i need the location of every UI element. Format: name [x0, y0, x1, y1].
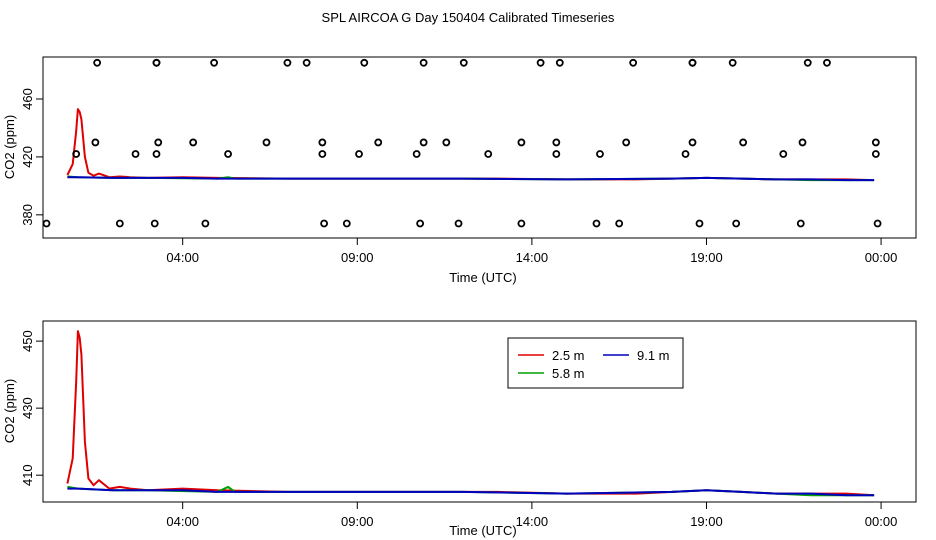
scatter-point	[552, 138, 561, 147]
top-x-axis-label: Time (UTC)	[449, 270, 516, 285]
scatter-point	[150, 219, 159, 228]
scatter-point	[552, 150, 561, 158]
scatter-point	[555, 58, 564, 67]
scatter-point	[42, 219, 51, 228]
legend: 2.5 m 9.1 m 5.8 m	[507, 337, 684, 389]
scatter-point	[355, 150, 363, 158]
x-tick-label: 19:00	[690, 250, 723, 265]
scatter-point	[262, 138, 271, 147]
top-y-axis-label: CO2 (ppm)	[2, 115, 17, 179]
scatter-point	[484, 150, 493, 158]
scatter-point	[779, 150, 788, 158]
scatter-point	[459, 58, 468, 67]
scatter-point	[739, 138, 748, 147]
series-line-2-5-m	[66, 330, 875, 497]
scatter-point	[728, 58, 737, 67]
scatter-point	[302, 58, 311, 67]
x-tick-label: 00:00	[865, 250, 898, 265]
y-tick-label: 460	[20, 88, 35, 110]
bottom-panel: 04:00 09:00 14:00 19:00 00:00 410 430 450 Time…	[2, 320, 917, 538]
scatter-point	[622, 138, 631, 147]
scatter-point	[688, 58, 697, 67]
scatter-point	[342, 219, 351, 228]
x-tick-label: 14:00	[516, 250, 549, 265]
series-line-9-1-m	[67, 487, 875, 497]
scatter-point	[152, 58, 161, 67]
scatter-point	[201, 219, 210, 228]
scatter-point	[873, 219, 882, 228]
series-line-9-1-m	[67, 176, 875, 182]
scatter-point	[91, 138, 100, 147]
scatter-point	[320, 219, 329, 228]
scatter-point	[412, 150, 421, 158]
top-plot-frame	[42, 56, 917, 239]
scatter-point	[360, 58, 369, 67]
bottom-y-axis-label: CO2 (ppm)	[2, 379, 17, 443]
scatter-point	[803, 58, 812, 67]
scatter-point	[115, 219, 124, 228]
scatter-point	[536, 58, 545, 67]
scatter-point	[210, 58, 219, 67]
y-tick-label: 410	[20, 464, 35, 486]
scatter-point	[629, 58, 638, 67]
y-tick-label: 430	[20, 397, 35, 419]
bottom-x-axis-label: Time (UTC)	[449, 523, 516, 538]
scatter-point	[283, 58, 292, 67]
scatter-point	[454, 219, 463, 228]
scatter-point	[152, 150, 161, 158]
scatter-point	[419, 138, 428, 147]
bottom-plot-frame	[42, 320, 917, 503]
x-tick-label: 00:00	[865, 514, 898, 529]
legend-label: 5.8 m	[552, 366, 585, 381]
x-tick-label: 04:00	[166, 514, 199, 529]
scatter-point	[419, 58, 428, 67]
scatter-point	[732, 219, 741, 228]
y-tick-label: 450	[20, 330, 35, 352]
scatter-point	[871, 138, 880, 147]
x-tick-label: 09:00	[341, 250, 374, 265]
scatter-point	[374, 138, 383, 147]
y-tick-label: 380	[20, 204, 35, 226]
figure-title: SPL AIRCOA G Day 150404 Calibrated Times…	[322, 10, 615, 25]
scatter-point	[517, 219, 526, 228]
x-tick-label: 09:00	[341, 514, 374, 529]
scatter-point	[592, 219, 601, 228]
scatter-point	[318, 138, 327, 147]
scatter-point	[93, 58, 102, 67]
x-tick-label: 04:00	[166, 250, 199, 265]
x-tick-label: 14:00	[516, 514, 549, 529]
legend-box	[507, 337, 684, 389]
scatter-point	[871, 150, 880, 158]
series-line-2-5-m	[66, 108, 875, 182]
scatter-point	[189, 138, 198, 147]
x-tick-label: 19:00	[690, 514, 723, 529]
legend-label: 9.1 m	[637, 348, 670, 363]
legend-label: 2.5 m	[552, 348, 585, 363]
scatter-point	[131, 150, 140, 158]
y-tick-label: 420	[20, 146, 35, 168]
scatter-point	[596, 150, 604, 158]
scatter-point	[224, 150, 232, 158]
scatter-point	[442, 138, 451, 147]
scatter-point	[517, 138, 526, 147]
scatter-point	[318, 150, 327, 158]
scatter-point	[796, 219, 805, 228]
scatter-point	[416, 219, 425, 228]
scatter-point	[688, 138, 697, 147]
scatter-point	[72, 150, 81, 158]
scatter-point	[798, 138, 807, 147]
scatter-point	[615, 219, 624, 228]
scatter-point	[823, 58, 831, 67]
top-panel: 04:00 09:00 14:00 19:00 00:00 380 420 460 Time…	[2, 56, 917, 285]
scatter-point	[681, 150, 690, 158]
scatter-point	[154, 138, 163, 147]
scatter-point	[695, 219, 704, 228]
